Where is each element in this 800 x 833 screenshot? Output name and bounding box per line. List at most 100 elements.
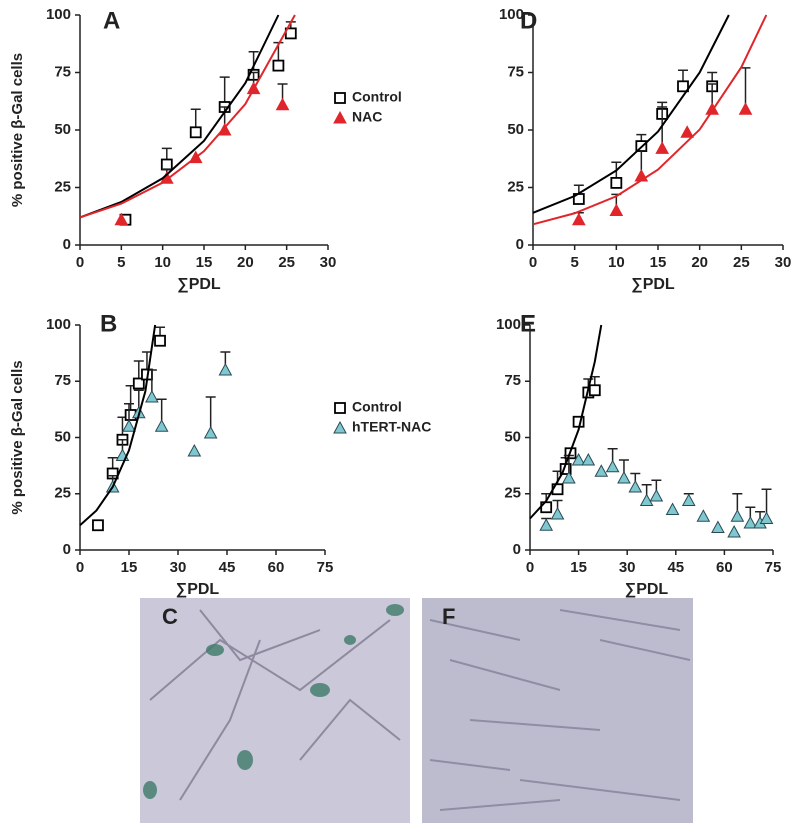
panel-label: F	[442, 604, 455, 629]
photo-c: C	[140, 598, 410, 823]
x-tick-label: 20	[691, 254, 708, 271]
x-axis-label: ∑PDL	[625, 581, 669, 598]
y-tick-label: 0	[63, 236, 71, 253]
x-tick-label: 0	[76, 254, 84, 271]
fit-curve	[529, 324, 603, 520]
data-point	[681, 493, 696, 506]
x-tick-label: 15	[121, 559, 138, 576]
photo-texture	[143, 604, 404, 799]
y-tick-label: 25	[54, 178, 71, 195]
x-tick-label: 5	[117, 254, 125, 271]
data-point	[617, 470, 631, 484]
y-tick-label: 75	[54, 63, 71, 80]
data-point	[581, 452, 596, 466]
data-point	[705, 102, 720, 115]
y-tick-label: 50	[504, 428, 521, 445]
data-point	[738, 102, 753, 115]
y-tick-label: 0	[63, 541, 71, 558]
legend-marker	[334, 402, 346, 414]
x-tick-label: 45	[219, 559, 236, 576]
data-point	[639, 493, 654, 506]
y-tick-label: 25	[507, 178, 524, 195]
y-tick-label: 100	[46, 316, 71, 333]
data-point	[550, 506, 565, 520]
legend-label: Control	[352, 89, 402, 105]
data-point	[145, 389, 159, 403]
x-tick-label: 25	[278, 254, 295, 271]
x-tick-label: 5	[570, 254, 578, 271]
x-tick-label: 30	[775, 254, 792, 271]
data-point	[677, 80, 689, 93]
data-point	[203, 425, 218, 439]
photo	[140, 598, 410, 823]
x-tick-label: 25	[733, 254, 750, 271]
data-point	[160, 158, 173, 171]
photo	[422, 598, 693, 823]
y-tick-label: 0	[513, 541, 521, 558]
data-point	[588, 384, 601, 397]
x-tick-label: 10	[608, 254, 625, 271]
fit-curve	[79, 324, 157, 526]
data-point	[680, 125, 695, 138]
panel-label: A	[103, 7, 120, 34]
x-tick-label: 0	[529, 254, 537, 271]
y-tick-label: 50	[54, 428, 71, 445]
data-point	[609, 203, 624, 216]
data-point	[539, 518, 554, 531]
fit-curve	[532, 14, 730, 214]
data-point	[187, 443, 202, 457]
y-tick-label: 75	[507, 63, 524, 80]
fit-curve	[532, 14, 768, 226]
panel-label: E	[520, 310, 536, 337]
data-point	[114, 212, 129, 226]
data-point	[189, 126, 202, 139]
data-point	[122, 419, 136, 432]
fit-curve	[79, 14, 280, 219]
x-tick-label: 60	[716, 559, 733, 576]
data-point	[154, 334, 166, 347]
x-tick-label: 30	[619, 559, 636, 576]
data-point	[605, 459, 620, 473]
panel-label: B	[100, 310, 117, 337]
legend-marker	[333, 420, 347, 434]
y-tick-label: 0	[516, 236, 524, 253]
legend-label: hTERT-NAC	[352, 419, 431, 435]
y-tick-label: 100	[499, 6, 524, 23]
data-point	[92, 519, 104, 532]
y-tick-label: 50	[507, 121, 524, 138]
x-tick-label: 20	[237, 254, 254, 271]
data-point	[132, 377, 145, 390]
data-point	[610, 176, 623, 189]
y-tick-label: 25	[54, 485, 71, 502]
y-tick-label: 50	[54, 121, 71, 138]
y-tick-label: 25	[504, 485, 521, 502]
data-point	[275, 97, 290, 111]
photo-f: F	[422, 598, 693, 823]
y-tick-label: 75	[54, 372, 71, 389]
data-point	[730, 509, 745, 522]
fit-curve	[79, 14, 296, 219]
data-point	[696, 509, 711, 522]
data-point	[272, 59, 285, 72]
legend-marker	[334, 92, 346, 104]
data-point	[711, 520, 725, 533]
data-point	[743, 515, 758, 529]
x-tick-label: 0	[526, 559, 534, 576]
data-point	[154, 419, 169, 432]
x-tick-label: 30	[320, 254, 337, 271]
photo-texture	[149, 609, 401, 801]
data-point	[759, 511, 774, 524]
x-axis-label: ∑PDL	[176, 581, 220, 598]
x-tick-label: 60	[268, 559, 285, 576]
x-tick-label: 15	[650, 254, 667, 271]
x-tick-label: 75	[317, 559, 334, 576]
y-tick-label: 100	[496, 316, 521, 333]
y-axis-label: % positive β-Gal cells	[9, 53, 26, 207]
legend-label: NAC	[352, 109, 382, 125]
x-tick-label: 10	[154, 254, 171, 271]
x-tick-label: 45	[667, 559, 684, 576]
y-axis-label: % positive β-Gal cells	[9, 360, 26, 514]
x-tick-label: 0	[76, 559, 84, 576]
data-point	[727, 524, 741, 538]
